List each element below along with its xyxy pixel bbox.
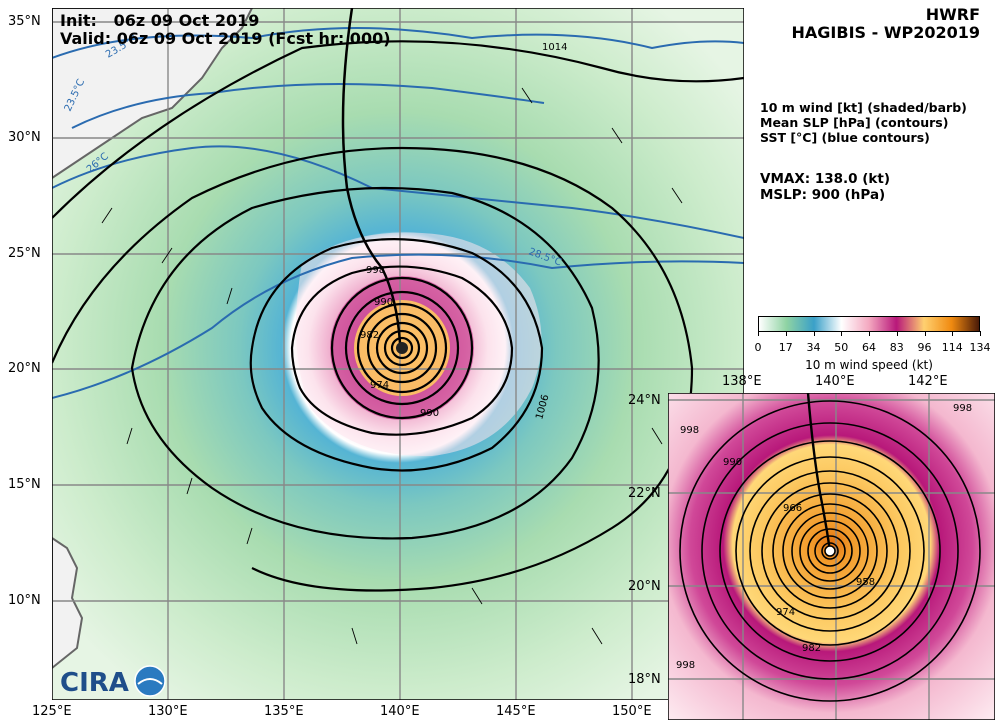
colorbar-tick-mark <box>785 331 787 336</box>
inset-lat-18: 18°N <box>628 672 661 687</box>
colorbar-tick-mark <box>896 331 898 336</box>
inset-label-998c: 998 <box>676 660 695 671</box>
init-label: Init: <box>60 11 97 30</box>
lat-label-35: 35°N <box>8 14 41 29</box>
lon-label-130: 130°E <box>148 704 188 719</box>
colorbar-tick-label: 0 <box>754 341 762 354</box>
inset-lon-142: 142°E <box>908 374 948 389</box>
slp-contours <box>52 40 744 592</box>
inset-lon-140: 140°E <box>815 374 855 389</box>
model-name: HWRF <box>925 5 980 24</box>
cira-logo-text: CIRA <box>60 668 129 698</box>
colorbar-tick-mark <box>980 331 981 336</box>
slp-label-998: 998 <box>366 265 385 276</box>
colorbar-tick-mark <box>924 331 926 336</box>
init-value: 06z 09 Oct 2019 <box>113 11 260 30</box>
lat-label-30: 30°N <box>8 130 41 145</box>
inset-label-958: 958 <box>856 577 875 588</box>
storm-name: HAGIBIS - WP202019 <box>791 23 980 42</box>
globe-icon <box>134 665 166 697</box>
colorbar-tick-label: 50 <box>834 341 849 354</box>
inset-label-990: 990 <box>723 457 742 468</box>
lon-label-140: 140°E <box>380 704 420 719</box>
colorbar-label: 10 m wind speed (kt) <box>805 358 933 372</box>
legend-slp: Mean SLP [hPa] (contours) <box>760 115 949 130</box>
storm-center <box>396 342 408 354</box>
colorbar-tick-label: 83 <box>889 341 904 354</box>
lon-label-125: 125°E <box>32 704 72 719</box>
colorbar-tick-label: 34 <box>806 341 821 354</box>
inset-lon-138: 138°E <box>722 374 762 389</box>
contour-label-group: 1014 1006 998 990 982 974 990 <box>360 42 567 421</box>
init-line: Init: 06z 09 Oct 2019 <box>60 11 259 30</box>
lat-label-20: 20°N <box>8 361 41 376</box>
slp-label-974: 974 <box>370 380 389 391</box>
colorbar-tick-mark <box>869 331 870 336</box>
wind-colorbar <box>758 316 980 332</box>
colorbar-tick-label: 134 <box>969 341 991 354</box>
inset-label-982: 982 <box>802 643 821 654</box>
colorbar-tick-mark <box>841 331 843 336</box>
inset-contour-labels: 998 998 990 966 958 974 982 998 <box>676 403 972 671</box>
colorbar-tick-label: 114 <box>941 341 963 354</box>
colorbar-tick-label: 96 <box>917 341 932 354</box>
inset-storm-eye <box>824 545 836 557</box>
valid-line: Valid: 06z 09 Oct 2019 (Fcst hr: 000) <box>60 29 391 48</box>
slp-label-990b: 990 <box>420 408 439 419</box>
lat-label-15: 15°N <box>8 477 41 492</box>
inset-lat-22: 22°N <box>628 486 661 501</box>
lon-label-150: 150°E <box>612 704 652 719</box>
storm-track <box>341 8 402 344</box>
legend-wind: 10 m wind [kt] (shaded/barb) <box>760 100 967 115</box>
inset-storm-track <box>806 393 832 552</box>
inset-map[interactable]: 998 998 990 966 958 974 982 998 <box>668 393 995 720</box>
map-gridlines <box>52 8 744 700</box>
colorbar-tick-label: 17 <box>778 341 793 354</box>
vmax-readout: VMAX: 138.0 (kt) <box>760 171 891 187</box>
lat-label-25: 25°N <box>8 246 41 261</box>
mslp-readout: MSLP: 900 (hPa) <box>760 187 886 203</box>
slp-label-990: 990 <box>374 297 393 308</box>
inset-label-998a: 998 <box>953 403 972 414</box>
land-philippines <box>52 536 84 670</box>
lon-label-145: 145°E <box>496 704 536 719</box>
colorbar-tick-mark <box>813 331 815 336</box>
colorbar-tick-mark <box>758 331 759 336</box>
legend-sst: SST [°C] (blue contours) <box>760 130 930 145</box>
inset-label-974: 974 <box>776 607 795 618</box>
colorbar-tick-mark <box>952 331 954 336</box>
main-map[interactable]: 1014 1006 998 990 982 974 990 23.5°C 23.… <box>52 8 744 700</box>
slp-label-1014: 1014 <box>542 42 567 53</box>
inset-label-998b: 998 <box>680 425 699 436</box>
cira-logo: CIRA <box>60 665 166 698</box>
inset-lat-24: 24°N <box>628 393 661 408</box>
slp-label-982: 982 <box>360 330 379 341</box>
lon-label-135: 135°E <box>264 704 304 719</box>
lat-label-10: 10°N <box>8 593 41 608</box>
inset-slp-contours <box>679 400 981 702</box>
colorbar-tick-label: 64 <box>862 341 876 354</box>
inset-label-966: 966 <box>783 503 802 514</box>
inset-lat-20: 20°N <box>628 579 661 594</box>
